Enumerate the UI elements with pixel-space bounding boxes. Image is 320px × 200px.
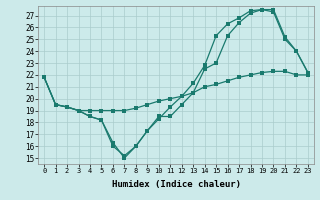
X-axis label: Humidex (Indice chaleur): Humidex (Indice chaleur)	[111, 180, 241, 189]
